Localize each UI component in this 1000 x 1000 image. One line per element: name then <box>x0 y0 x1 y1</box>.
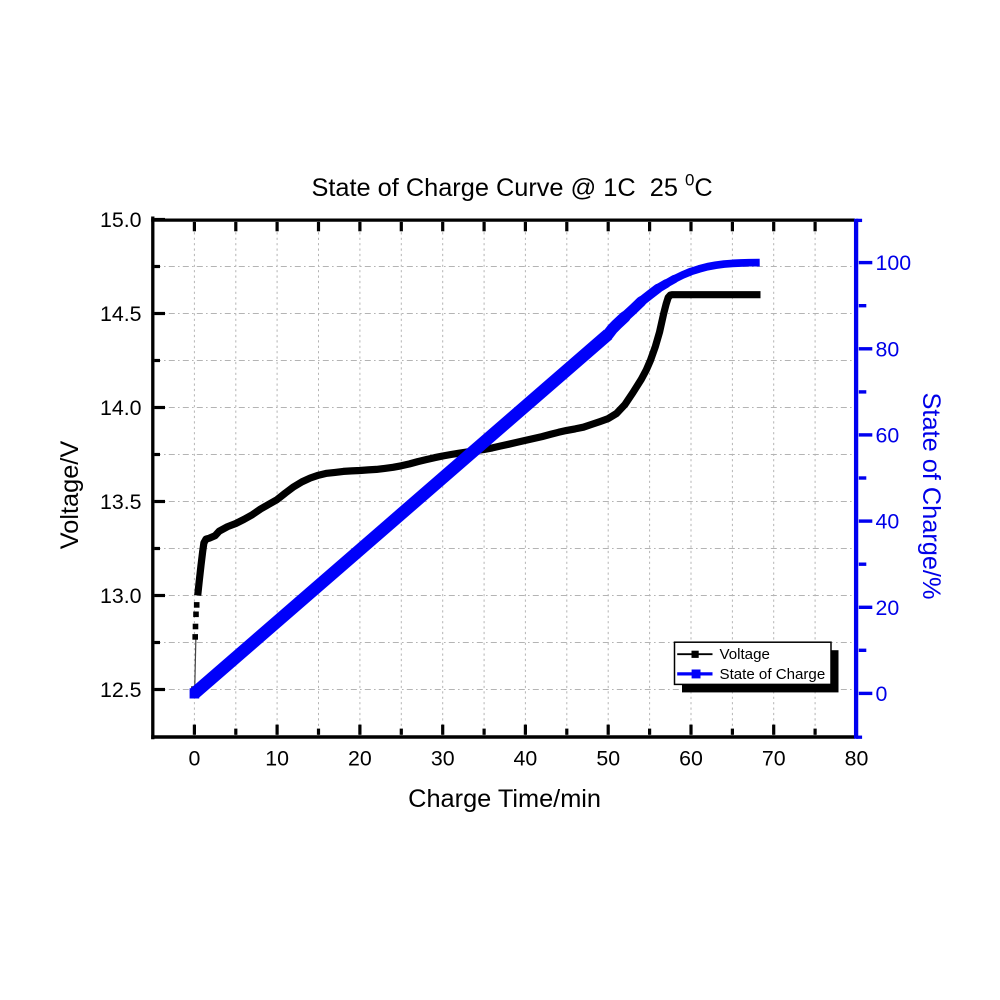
svg-text:15.0: 15.0 <box>100 208 142 232</box>
svg-text:State of Charge: State of Charge <box>720 666 826 683</box>
svg-text:20: 20 <box>876 596 900 620</box>
svg-text:40: 40 <box>876 510 900 534</box>
svg-text:Voltage: Voltage <box>720 646 770 663</box>
svg-text:0: 0 <box>876 682 888 706</box>
svg-text:14.0: 14.0 <box>100 396 142 420</box>
svg-text:State of Charge/%: State of Charge/% <box>917 393 945 600</box>
svg-text:10: 10 <box>265 747 289 771</box>
svg-text:0: 0 <box>188 747 200 771</box>
svg-text:20: 20 <box>348 747 372 771</box>
svg-text:40: 40 <box>514 747 538 771</box>
svg-text:60: 60 <box>876 423 900 447</box>
svg-text:Charge Time/min: Charge Time/min <box>408 785 601 813</box>
svg-text:14.5: 14.5 <box>100 302 142 326</box>
svg-text:100: 100 <box>876 251 912 275</box>
svg-text:13.5: 13.5 <box>100 490 142 514</box>
svg-text:State of Charge Curve @ 1C 25: State of Charge Curve @ 1C 25 0C <box>312 171 713 202</box>
svg-text:13.0: 13.0 <box>100 584 142 608</box>
svg-text:80: 80 <box>876 337 900 361</box>
svg-text:12.5: 12.5 <box>100 678 142 702</box>
svg-text:80: 80 <box>845 747 869 771</box>
svg-text:70: 70 <box>762 747 786 771</box>
svg-text:Voltage/V: Voltage/V <box>56 441 84 550</box>
svg-text:60: 60 <box>679 747 703 771</box>
svg-text:30: 30 <box>431 747 455 771</box>
svg-text:50: 50 <box>596 747 620 771</box>
